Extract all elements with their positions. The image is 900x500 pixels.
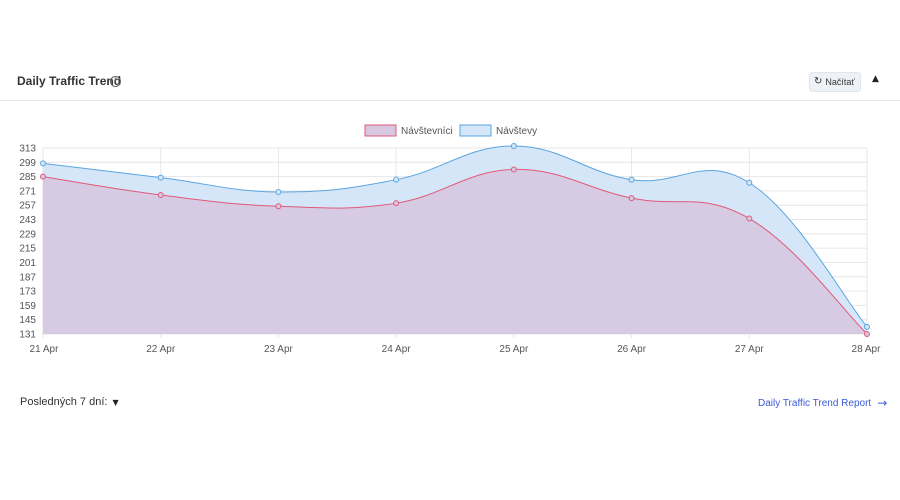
data-point	[275, 188, 282, 195]
widget-header: Daily Traffic Trend i ↻ Načítať ▲	[0, 62, 900, 101]
data-point	[746, 215, 753, 222]
y-tick-label: 187	[19, 272, 36, 283]
data-point	[157, 174, 164, 181]
data-point	[40, 160, 46, 167]
x-tick-label: 22 Apr	[146, 344, 176, 355]
refresh-icon: ↻	[814, 76, 823, 87]
legend-swatch	[364, 124, 397, 137]
x-tick-label: 26 Apr	[617, 344, 647, 355]
date-range-label: Posledných 7 dní:	[20, 396, 108, 408]
y-tick-label: 229	[19, 229, 36, 240]
widget-title: Daily Traffic Trend	[17, 74, 122, 88]
data-point	[393, 200, 400, 207]
data-point	[510, 142, 517, 149]
chevron-down-icon: ▼	[112, 397, 119, 407]
data-point	[628, 176, 635, 183]
x-tick-label: 27 Apr	[735, 344, 765, 355]
reload-label: Načítať	[825, 77, 855, 87]
data-point	[393, 176, 400, 183]
collapse-icon[interactable]: ▲	[872, 74, 879, 84]
data-point	[746, 179, 753, 186]
report-link-label: Daily Traffic Trend Report	[758, 397, 872, 409]
traffic-chart: Návštevníci Návštevy 131 145 159 173 187 201 21…	[19, 124, 882, 355]
y-tick-label: 313	[19, 144, 36, 155]
x-tick-label: 23 Apr	[264, 344, 294, 355]
data-point	[40, 173, 46, 180]
x-axis-labels: 21 Apr 22 Apr 23 Apr 24 Apr 25 Apr 26 Apr 27 A…	[30, 344, 882, 355]
x-tick-label: 25 Apr	[499, 344, 529, 355]
data-point	[628, 195, 635, 202]
legend-swatch	[459, 124, 492, 137]
y-axis-labels: 131 145 159 173 187 201 215 229 243 257 271 285 299 3…	[19, 144, 36, 341]
y-tick-label: 257	[19, 201, 36, 212]
y-tick-label: 173	[19, 287, 36, 298]
data-point	[510, 166, 517, 173]
y-tick-label: 145	[19, 315, 36, 326]
y-tick-label: 243	[19, 215, 36, 226]
legend-label: Návštevníci	[401, 126, 453, 137]
chart-points	[40, 142, 870, 337]
y-tick-label: 271	[19, 186, 36, 197]
x-tick-label: 28 Apr	[852, 344, 882, 355]
y-tick-label: 299	[19, 158, 36, 169]
chart-areas	[42, 145, 868, 335]
info-icon[interactable]: i	[110, 76, 121, 87]
y-tick-label: 159	[19, 301, 36, 312]
chart-legend: Návštevníci Návštevy	[364, 124, 537, 137]
data-point	[864, 323, 870, 330]
report-link[interactable]: Daily Traffic Trend Report →	[758, 396, 887, 410]
x-tick-label: 24 Apr	[382, 344, 412, 355]
reload-button[interactable]: ↻ Načítať	[809, 72, 861, 92]
y-tick-label: 201	[19, 258, 36, 269]
data-point	[157, 192, 164, 199]
date-range-selector[interactable]: Posledných 7 dní: ▼	[20, 396, 119, 408]
data-point	[275, 203, 282, 210]
y-tick-label: 285	[19, 172, 36, 183]
data-point	[864, 331, 870, 337]
y-tick-label: 215	[19, 244, 36, 255]
legend-label: Návštevy	[496, 126, 537, 137]
x-tick-label: 21 Apr	[30, 344, 60, 355]
y-tick-label: 131	[19, 330, 36, 341]
arrow-right-icon: →	[877, 396, 888, 410]
series-area	[43, 169, 867, 334]
